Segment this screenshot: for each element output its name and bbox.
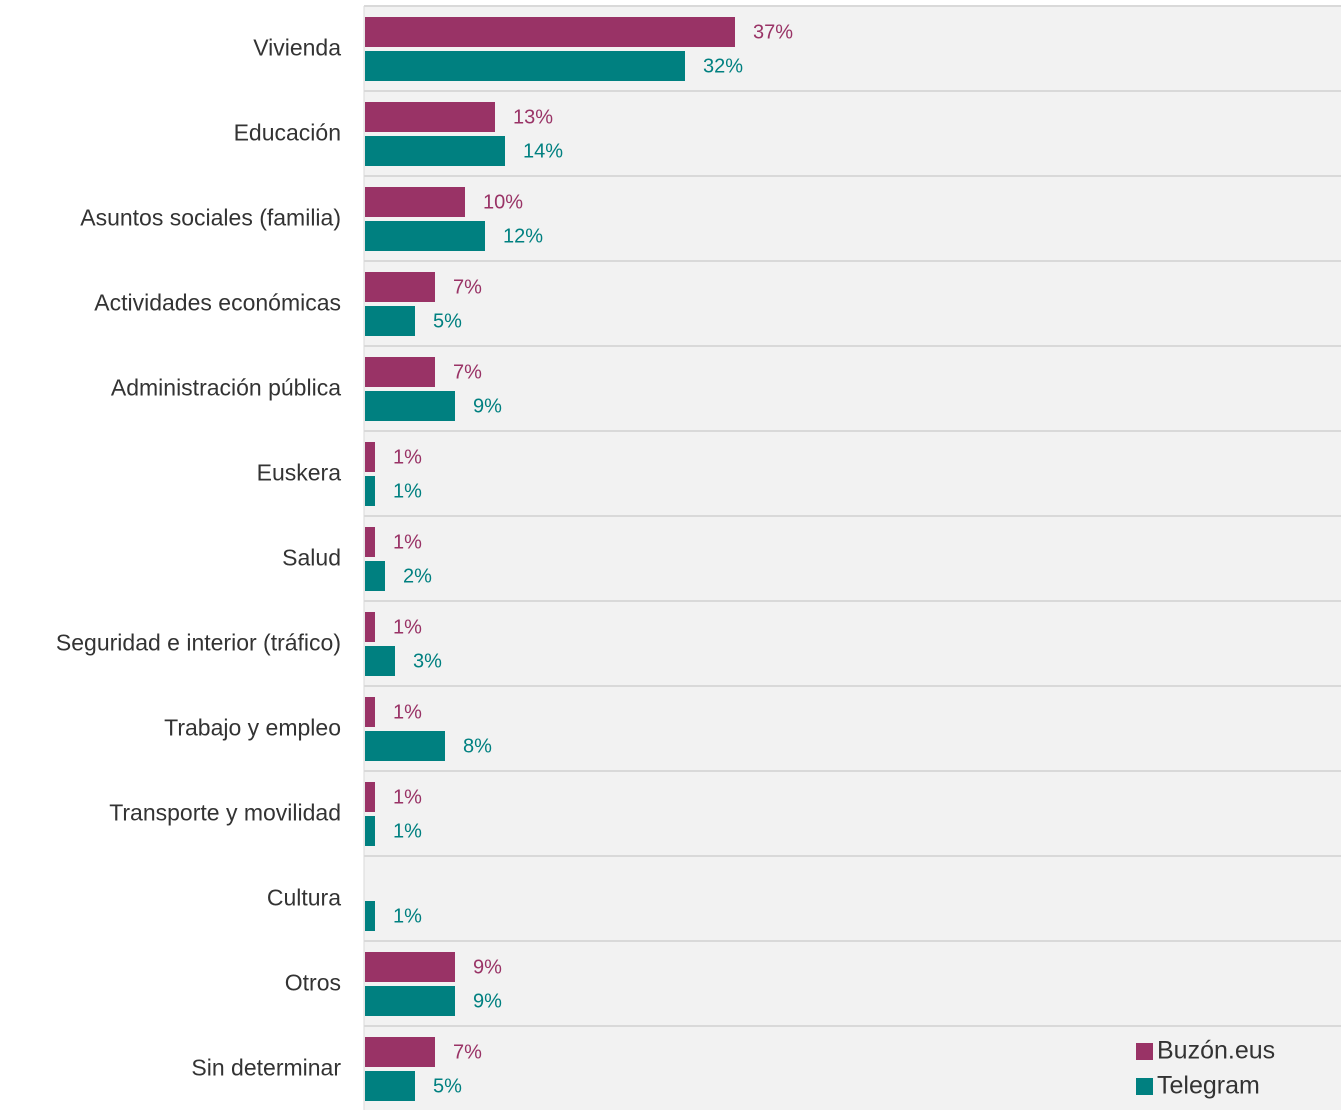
bar-telegram <box>365 476 375 506</box>
bar-buzon <box>365 612 375 642</box>
data-label: 1% <box>393 531 422 553</box>
data-label: 1% <box>393 616 422 638</box>
category-label: Actividades económicas <box>94 290 341 316</box>
data-label: 3% <box>413 650 442 672</box>
data-label: 7% <box>453 276 482 298</box>
bar-buzon <box>365 1037 435 1067</box>
bar-buzon <box>365 442 375 472</box>
category-label: Transporte y movilidad <box>109 800 341 826</box>
data-label: 32% <box>703 55 743 77</box>
data-label: 7% <box>453 361 482 383</box>
legend-label: Buzón.eus <box>1157 1037 1275 1065</box>
legend-label: Telegram <box>1157 1072 1260 1100</box>
bar-buzon <box>365 187 465 217</box>
bar-buzon <box>365 357 435 387</box>
bar-telegram <box>365 51 685 81</box>
category-label: Asuntos sociales (familia) <box>80 205 341 231</box>
category-label: Trabajo y empleo <box>164 715 341 741</box>
plot-area <box>364 6 1341 1110</box>
data-label: 9% <box>473 395 502 417</box>
data-label: 1% <box>393 701 422 723</box>
data-label: 1% <box>393 480 422 502</box>
bar-buzon <box>365 17 735 47</box>
legend-swatch <box>1136 1078 1153 1095</box>
bar-telegram <box>365 646 395 676</box>
data-label: 1% <box>393 786 422 808</box>
data-label: 14% <box>523 140 563 162</box>
bar-telegram <box>365 731 445 761</box>
category-labels: Vivienda Educación Asuntos sociales (famil… <box>56 35 341 1081</box>
bars <box>365 17 735 1101</box>
category-label: Salud <box>282 545 341 571</box>
legend: Buzón.eus Telegram <box>1136 1037 1275 1100</box>
bar-telegram <box>365 816 375 846</box>
category-label: Vivienda <box>253 35 341 61</box>
data-label: 9% <box>473 956 502 978</box>
data-label: 12% <box>503 225 543 247</box>
category-label: Otros <box>285 970 341 996</box>
bar-telegram <box>365 1071 415 1101</box>
data-labels: 37% 32% 13% 14% 10% 12% 7% 5% 7% 9% 1% 1% 1% 2% 1% 3% 1%… <box>393 21 793 1097</box>
data-label: 10% <box>483 191 523 213</box>
bar-buzon <box>365 102 495 132</box>
category-label: Cultura <box>267 885 341 911</box>
bar-buzon <box>365 782 375 812</box>
data-label: 1% <box>393 446 422 468</box>
bar-buzon <box>365 272 435 302</box>
category-label: Seguridad e interior (tráfico) <box>56 630 341 656</box>
bar-buzon <box>365 697 375 727</box>
category-label: Euskera <box>257 460 342 486</box>
bar-buzon <box>365 952 455 982</box>
gridlines <box>364 5 1341 1027</box>
data-label: 37% <box>753 21 793 43</box>
bar-telegram <box>365 901 375 931</box>
category-label: Administración pública <box>111 375 341 401</box>
category-label: Educación <box>234 120 341 146</box>
category-label: Sin determinar <box>191 1055 341 1081</box>
bar-telegram <box>365 306 415 336</box>
data-label: 2% <box>403 565 432 587</box>
legend-swatch <box>1136 1043 1153 1060</box>
bar-telegram <box>365 561 385 591</box>
data-label: 1% <box>393 905 422 927</box>
bar-buzon <box>365 527 375 557</box>
bar-telegram <box>365 136 505 166</box>
bar-telegram <box>365 391 455 421</box>
data-label: 5% <box>433 310 462 332</box>
bar-telegram <box>365 221 485 251</box>
data-label: 9% <box>473 990 502 1012</box>
bar-telegram <box>365 986 455 1016</box>
data-label: 7% <box>453 1041 482 1063</box>
data-label: 8% <box>463 735 492 757</box>
data-label: 5% <box>433 1075 462 1097</box>
data-label: 1% <box>393 820 422 842</box>
data-label: 13% <box>513 106 553 128</box>
